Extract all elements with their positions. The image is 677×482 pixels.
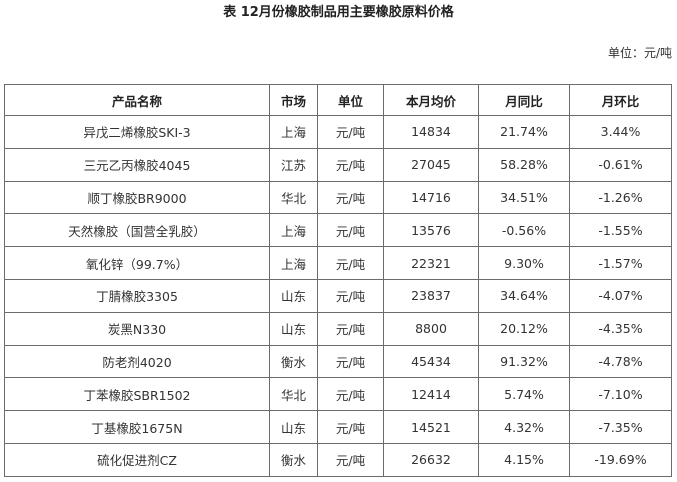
cell-mom: -4.35% xyxy=(569,311,672,346)
header-mom: 月环比 xyxy=(569,84,672,116)
table-body: 异戊二烯橡胶SKI-3 上海 元/吨 14834 21.74% 3.44% 三元乙丙橡胶40… xyxy=(4,115,672,477)
cell-unit: 元/吨 xyxy=(317,278,384,313)
cell-product-name: 丁腈橡胶3305 xyxy=(4,278,270,313)
cell-unit: 元/吨 xyxy=(317,377,384,412)
cell-avg-price: 12414 xyxy=(383,377,479,412)
cell-mom: 3.44% xyxy=(569,115,672,149)
cell-avg-price: 14834 xyxy=(383,115,479,149)
cell-market: 山东 xyxy=(269,278,318,313)
cell-avg-price: 8800 xyxy=(383,311,479,346)
cell-product-name: 三元乙丙橡胶4045 xyxy=(4,147,270,182)
cell-mom: -7.35% xyxy=(569,410,672,444)
cell-avg-price: 26632 xyxy=(383,442,479,477)
cell-unit: 元/吨 xyxy=(317,115,384,149)
cell-product-name: 防老剂4020 xyxy=(4,344,270,379)
table-row: 氧化锌（99.7%） 上海 元/吨 22321 9.30% -1.57% xyxy=(4,246,672,280)
cell-yoy: 34.51% xyxy=(478,180,570,215)
cell-product-name: 氧化锌（99.7%） xyxy=(4,246,270,280)
cell-mom: -1.57% xyxy=(569,246,672,280)
cell-market: 山东 xyxy=(269,311,318,346)
table-row: 丁苯橡胶SBR1502 华北 元/吨 12414 5.74% -7.10% xyxy=(4,377,672,412)
cell-mom: -4.07% xyxy=(569,278,672,313)
cell-unit: 元/吨 xyxy=(317,311,384,346)
cell-yoy: 4.32% xyxy=(478,410,570,444)
cell-unit: 元/吨 xyxy=(317,344,384,379)
cell-product-name: 顺丁橡胶BR9000 xyxy=(4,180,270,215)
cell-market: 江苏 xyxy=(269,147,318,182)
table-row: 丁基橡胶1675N 山东 元/吨 14521 4.32% -7.35% xyxy=(4,410,672,444)
cell-yoy: 4.15% xyxy=(478,442,570,477)
cell-yoy: 21.74% xyxy=(478,115,570,149)
cell-avg-price: 45434 xyxy=(383,344,479,379)
header-product-name: 产品名称 xyxy=(4,84,270,116)
cell-unit: 元/吨 xyxy=(317,213,384,248)
cell-unit: 元/吨 xyxy=(317,180,384,215)
table-row: 丁腈橡胶3305 山东 元/吨 23837 34.64% -4.07% xyxy=(4,278,672,313)
cell-yoy: 34.64% xyxy=(478,278,570,313)
cell-unit: 元/吨 xyxy=(317,442,384,477)
cell-unit: 元/吨 xyxy=(317,246,384,280)
cell-market: 衡水 xyxy=(269,344,318,379)
price-table: 产品名称 市场 单位 本月均价 月同比 月环比 异戊二烯橡胶SKI-3 上海 元/吨… xyxy=(4,84,672,477)
cell-unit: 元/吨 xyxy=(317,147,384,182)
cell-yoy: 20.12% xyxy=(478,311,570,346)
header-yoy: 月同比 xyxy=(478,84,570,116)
cell-avg-price: 14716 xyxy=(383,180,479,215)
cell-avg-price: 13576 xyxy=(383,213,479,248)
cell-avg-price: 22321 xyxy=(383,246,479,280)
cell-market: 华北 xyxy=(269,377,318,412)
cell-mom: -0.61% xyxy=(569,147,672,182)
cell-market: 衡水 xyxy=(269,442,318,477)
cell-market: 上海 xyxy=(269,115,318,149)
cell-market: 山东 xyxy=(269,410,318,444)
cell-mom: -4.78% xyxy=(569,344,672,379)
table-row: 防老剂4020 衡水 元/吨 45434 91.32% -4.78% xyxy=(4,344,672,379)
cell-product-name: 异戊二烯橡胶SKI-3 xyxy=(4,115,270,149)
cell-yoy: 9.30% xyxy=(478,246,570,280)
cell-product-name: 炭黑N330 xyxy=(4,311,270,346)
cell-unit: 元/吨 xyxy=(317,410,384,444)
cell-mom: -7.10% xyxy=(569,377,672,412)
cell-market: 上海 xyxy=(269,213,318,248)
header-market: 市场 xyxy=(269,84,318,116)
cell-mom: -19.69% xyxy=(569,442,672,477)
cell-mom: -1.55% xyxy=(569,213,672,248)
cell-yoy: 58.28% xyxy=(478,147,570,182)
table-row: 硫化促进剂CZ 衡水 元/吨 26632 4.15% -19.69% xyxy=(4,442,672,477)
cell-yoy: -0.56% xyxy=(478,213,570,248)
cell-avg-price: 27045 xyxy=(383,147,479,182)
cell-product-name: 天然橡胶（国营全乳胶） xyxy=(4,213,270,248)
cell-yoy: 91.32% xyxy=(478,344,570,379)
table-row: 顺丁橡胶BR9000 华北 元/吨 14716 34.51% -1.26% xyxy=(4,180,672,215)
cell-avg-price: 23837 xyxy=(383,278,479,313)
table-row: 炭黑N330 山东 元/吨 8800 20.12% -4.35% xyxy=(4,311,672,346)
cell-market: 上海 xyxy=(269,246,318,280)
cell-avg-price: 14521 xyxy=(383,410,479,444)
cell-yoy: 5.74% xyxy=(478,377,570,412)
unit-note: 单位：元/吨 xyxy=(607,46,672,60)
header-row: 产品名称 市场 单位 本月均价 月同比 月环比 xyxy=(4,84,672,116)
cell-product-name: 丁苯橡胶SBR1502 xyxy=(4,377,270,412)
table-row: 异戊二烯橡胶SKI-3 上海 元/吨 14834 21.74% 3.44% xyxy=(4,115,672,149)
cell-market: 华北 xyxy=(269,180,318,215)
table-title: 表 12月份橡胶制品用主要橡胶原料价格 xyxy=(223,5,454,20)
header-avg-price: 本月均价 xyxy=(383,84,479,116)
table-row: 天然橡胶（国营全乳胶） 上海 元/吨 13576 -0.56% -1.55% xyxy=(4,213,672,248)
table-row: 三元乙丙橡胶4045 江苏 元/吨 27045 58.28% -0.61% xyxy=(4,147,672,182)
cell-mom: -1.26% xyxy=(569,180,672,215)
header-unit: 单位 xyxy=(317,84,384,116)
cell-product-name: 丁基橡胶1675N xyxy=(4,410,270,444)
cell-product-name: 硫化促进剂CZ xyxy=(4,442,270,477)
